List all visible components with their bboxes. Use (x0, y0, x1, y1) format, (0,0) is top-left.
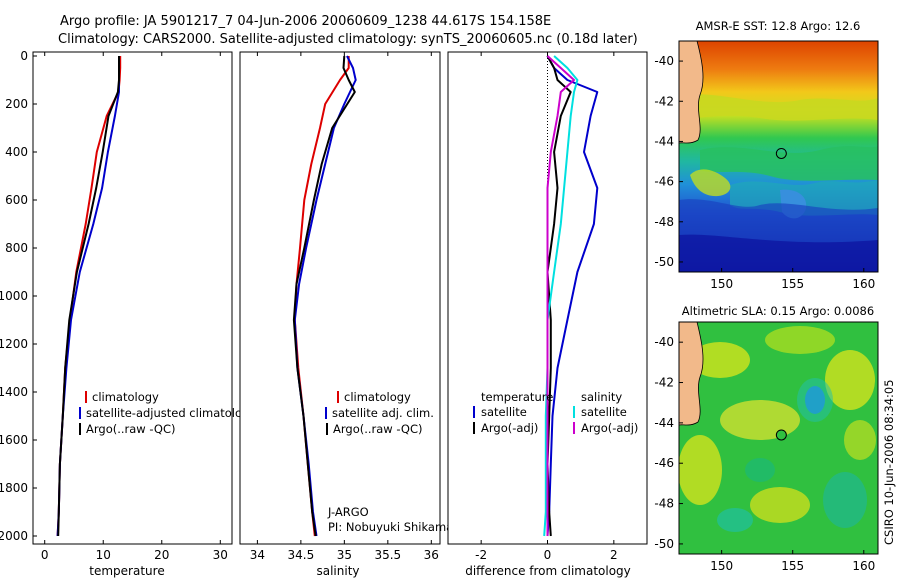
depth-tick-label: 800 (5, 241, 28, 255)
sla-map-frame (678, 321, 879, 555)
lat-tick-label: -46 (654, 456, 674, 470)
figure-title-line2: Climatology: CARS2000. Satellite-adjuste… (58, 32, 638, 47)
sla-map-panel: Altimetric SLA: 0.15 Argo: 0.0086 150 155… (654, 304, 879, 573)
salinity-plot-frame (239, 51, 441, 545)
x-tick-label: 10 (96, 548, 111, 562)
lat-tick-label: -48 (654, 215, 674, 229)
x-tick-label: 2 (610, 548, 618, 562)
x-tick-label: 35 (337, 548, 352, 562)
depth-tick-label: 1200 (0, 337, 28, 351)
salinity-panel: 34 34.5 35 35.5 36 climatology satellite adj… (239, 51, 453, 578)
depth-tick-label: 200 (5, 97, 28, 111)
side-credit: CSIRO 10-Jun-2006 08:34:05 (882, 379, 896, 545)
salinity-x-axis: 34 34.5 35 35.5 36 (250, 52, 439, 562)
lon-tick-label: 160 (852, 277, 875, 291)
annotation-pi: PI: Nobuyuki Shikama (328, 520, 453, 534)
depth-tick-label: 1800 (0, 481, 28, 495)
lat-tick-label: -42 (654, 94, 674, 108)
series-line-argo-raw-qc (57, 56, 120, 537)
sst-map-title: AMSR-E SST: 12.8 Argo: 12.6 (696, 19, 861, 33)
lat-tick-label: -50 (654, 255, 674, 269)
salinity-x-label: salinity (316, 564, 359, 578)
tasmania-landmass (679, 41, 704, 144)
x-tick-label: 35.5 (374, 548, 401, 562)
legend-label-temperature-satellite: satellite (481, 405, 527, 419)
lon-tick-label: 150 (710, 559, 733, 573)
lon-tick-label: 155 (781, 277, 804, 291)
x-tick-label: 34 (250, 548, 265, 562)
series-line-salinity-satellite (543, 55, 579, 537)
depth-axis: 0 200 400 600 800 1000 1200 1400 1600 1800 2000 (0, 49, 37, 543)
argo-location-marker (775, 147, 787, 159)
annotation-jargo: J-ARGO (327, 505, 369, 519)
x-tick-label: 20 (154, 548, 169, 562)
legend-label-climatology: climatology (344, 390, 411, 404)
salinity-legend: climatology satellite adj. clim. Argo(..… (325, 390, 434, 436)
depth-tick-label: 1000 (0, 289, 28, 303)
difference-x-label: difference from climatology (465, 564, 631, 578)
x-tick-label: -2 (475, 548, 487, 562)
difference-panel: -2 0 2 temperature satellite Argo(-adj) sa… (447, 51, 648, 578)
lat-tick-label: -46 (654, 175, 674, 189)
temperature-x-axis: 0 10 20 30 (41, 52, 228, 562)
depth-tick-label: 2000 (0, 529, 28, 543)
legend-label-salinity-argo: Argo(-adj) (581, 421, 638, 435)
depth-tick-label: 1400 (0, 385, 28, 399)
legend-title-salinity: salinity (581, 390, 622, 404)
difference-legend: temperature satellite Argo(-adj) salinit… (473, 390, 638, 435)
lat-tick-label: -42 (654, 376, 674, 390)
temperature-panel: 0 200 400 600 800 1000 1200 1400 1600 1800 2000 0 1… (0, 49, 256, 578)
argo-location-marker (775, 429, 787, 441)
lon-tick-label: 160 (852, 559, 875, 573)
depth-tick-label: 400 (5, 145, 28, 159)
sst-map-panel: AMSR-E SST: 12.8 Argo: 12.6 150 155 160 -40… (654, 19, 879, 291)
legend-label-temperature-argo: Argo(-adj) (481, 421, 538, 435)
lat-tick-label: -40 (654, 54, 674, 68)
depth-tick-label: 1600 (0, 433, 28, 447)
sst-field (679, 41, 878, 272)
tasmania-landmass (679, 322, 704, 426)
temperature-series (56, 56, 122, 537)
legend-label-climatology: climatology (92, 390, 159, 404)
legend-label-salinity-satellite: satellite (581, 405, 627, 419)
legend-label-satellite-adj: satellite adj. clim. (332, 406, 434, 420)
x-tick-label: 34.5 (288, 548, 315, 562)
salinity-series (292, 55, 357, 537)
lon-tick-label: 155 (781, 559, 804, 573)
temperature-x-label: temperature (89, 564, 164, 578)
legend-label-argo: Argo(..raw -QC) (86, 422, 176, 436)
x-tick-label: 0 (544, 548, 552, 562)
depth-tick-label: 0 (20, 49, 28, 63)
x-tick-label: 36 (424, 548, 439, 562)
legend-title-temperature: temperature (481, 390, 553, 404)
temperature-legend: climatology satellite-adjusted climatolo… (79, 390, 256, 436)
lat-tick-label: -50 (654, 537, 674, 551)
lat-tick-label: -44 (654, 416, 674, 430)
sst-map-frame (678, 40, 879, 273)
lon-tick-label: 150 (710, 277, 733, 291)
sla-map-axes: 150 155 160 -40 -42 -44 -46 -48 -50 (654, 335, 875, 573)
lat-tick-label: -48 (654, 497, 674, 511)
legend-label-satellite-adjusted: satellite-adjusted climatology (86, 406, 256, 420)
sla-map-title: Altimetric SLA: 0.15 Argo: 0.0086 (682, 304, 874, 318)
series-line-temperature-satellite (546, 55, 599, 537)
lat-tick-label: -44 (654, 134, 674, 148)
depth-tick-label: 600 (5, 193, 28, 207)
temperature-plot-frame (32, 51, 233, 545)
difference-series (543, 55, 599, 537)
x-tick-label: 0 (41, 548, 49, 562)
sla-field (679, 322, 878, 554)
legend-label-argo: Argo(..raw -QC) (333, 422, 423, 436)
lat-tick-label: -40 (654, 335, 674, 349)
series-line-argo-raw-qc (292, 55, 356, 537)
figure-title-line1: Argo profile: JA 5901217_7 04-Jun-2006 2… (60, 14, 551, 29)
sst-map-axes: 150 155 160 -40 -42 -44 -46 -48 -50 (654, 54, 875, 291)
series-line-salinity-argo-adj (546, 55, 575, 536)
x-tick-label: 30 (213, 548, 228, 562)
